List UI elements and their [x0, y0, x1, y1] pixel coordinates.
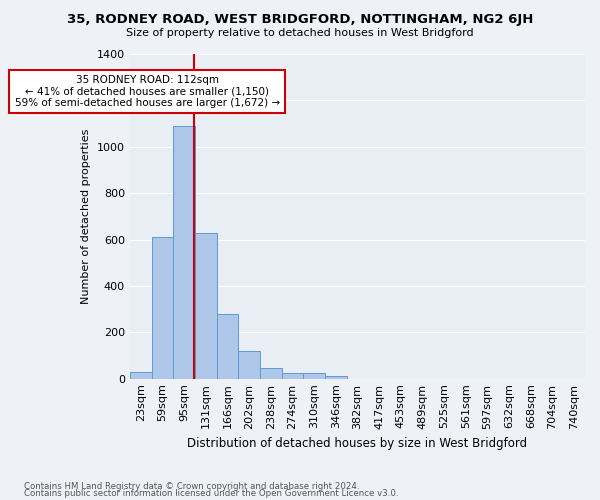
X-axis label: Distribution of detached houses by size in West Bridgford: Distribution of detached houses by size …: [187, 437, 527, 450]
Bar: [303, 373, 325, 378]
Y-axis label: Number of detached properties: Number of detached properties: [82, 128, 91, 304]
Bar: [152, 237, 173, 378]
Text: Contains public sector information licensed under the Open Government Licence v3: Contains public sector information licen…: [24, 490, 398, 498]
Bar: [281, 373, 303, 378]
Text: 35, RODNEY ROAD, WEST BRIDGFORD, NOTTINGHAM, NG2 6JH: 35, RODNEY ROAD, WEST BRIDGFORD, NOTTING…: [67, 12, 533, 26]
Bar: [238, 351, 260, 378]
Text: 35 RODNEY ROAD: 112sqm
← 41% of detached houses are smaller (1,150)
59% of semi-: 35 RODNEY ROAD: 112sqm ← 41% of detached…: [14, 75, 280, 108]
Bar: [130, 372, 152, 378]
Text: Contains HM Land Registry data © Crown copyright and database right 2024.: Contains HM Land Registry data © Crown c…: [24, 482, 359, 491]
Bar: [325, 376, 347, 378]
Bar: [195, 232, 217, 378]
Bar: [260, 368, 281, 378]
Text: Size of property relative to detached houses in West Bridgford: Size of property relative to detached ho…: [126, 28, 474, 38]
Bar: [217, 314, 238, 378]
Bar: [173, 126, 195, 378]
